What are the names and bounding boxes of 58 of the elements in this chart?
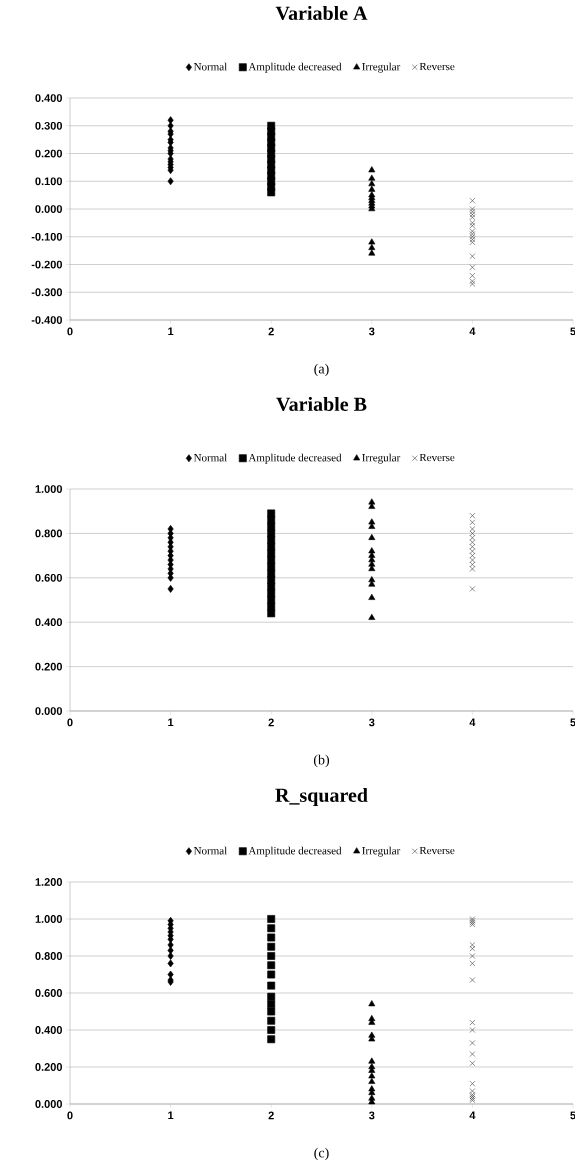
y-tick-label: 0.800 xyxy=(35,529,63,538)
text: (c) xyxy=(314,1147,329,1161)
y-tick-label: 0.600 xyxy=(35,573,63,582)
x-tick-label: 4 xyxy=(469,1111,476,1120)
y-tick-label: 0.000 xyxy=(35,707,63,715)
x-tick-label: 1 xyxy=(168,327,174,336)
x-tick-label: 0 xyxy=(67,1111,73,1120)
y-tick-label: -0.300 xyxy=(31,288,63,297)
y-tick-label: 0.000 xyxy=(35,205,63,213)
y-tick-label: 0.400 xyxy=(35,1026,63,1034)
y-tick-label: 1.000 xyxy=(35,485,63,493)
y-tick-label: 0.800 xyxy=(35,952,63,960)
y-tick-label: 0.200 xyxy=(35,662,63,671)
x-tick-label: 0 xyxy=(67,718,73,727)
y-tick-label: 0.400 xyxy=(35,618,63,627)
y-tick-label: 0.200 xyxy=(35,149,63,158)
y-tick-label: 1.200 xyxy=(35,878,63,886)
legend-label: Normal xyxy=(193,453,227,462)
y-tick-label: 0.100 xyxy=(35,177,63,186)
legend-label: Irregular xyxy=(362,62,401,73)
y-tick-label: 0.600 xyxy=(35,989,63,997)
x-tick-label: 2 xyxy=(268,1111,274,1120)
legend-label: Amplitude decreased xyxy=(248,62,342,73)
x-tick-label: 5 xyxy=(570,1111,575,1120)
x-tick-label: 1 xyxy=(168,1111,174,1120)
x-tick-label: 5 xyxy=(570,327,575,336)
legend-label: Normal xyxy=(193,846,227,855)
x-tick-label: 3 xyxy=(368,327,375,336)
x-tick-label: 4 xyxy=(469,718,476,727)
text: (a) xyxy=(314,363,329,377)
y-tick-label: 0.400 xyxy=(35,94,63,102)
x-tick-label: 0 xyxy=(67,327,73,336)
y-tick-label: 0.000 xyxy=(35,1100,63,1108)
legend-label: Amplitude decreased xyxy=(248,453,342,464)
legend-label: Reverse xyxy=(419,453,455,462)
y-tick-label: 0.200 xyxy=(35,1063,63,1071)
x-tick-label: 5 xyxy=(570,718,575,727)
y-tick-label: 1.000 xyxy=(35,915,63,923)
y-tick-label: -0.200 xyxy=(31,260,63,269)
x-tick-label: 1 xyxy=(168,718,174,727)
chart-title: R_squared xyxy=(275,787,368,807)
x-tick-label: 4 xyxy=(469,327,476,336)
y-tick-label: 0.300 xyxy=(35,121,63,130)
legend-label: Irregular xyxy=(362,453,401,464)
legend-label: Normal xyxy=(193,62,227,71)
chart-title: Variable B xyxy=(276,396,367,412)
x-tick-label: 3 xyxy=(368,1111,375,1120)
chart-title: Variable A xyxy=(275,5,368,21)
x-tick-label: 3 xyxy=(368,718,375,727)
y-tick-label: -0.400 xyxy=(31,316,63,324)
legend-label: Amplitude decreased xyxy=(248,846,342,857)
legend-label: Reverse xyxy=(419,846,455,855)
x-tick-label: 2 xyxy=(268,718,274,727)
y-tick-label: -0.100 xyxy=(31,232,63,241)
x-tick-label: 2 xyxy=(268,327,274,336)
legend-label: Irregular xyxy=(362,846,401,857)
text: (b) xyxy=(313,754,330,768)
legend-label: Reverse xyxy=(419,62,455,71)
